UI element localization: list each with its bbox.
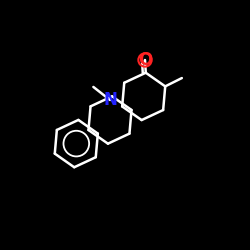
Text: N: N — [103, 91, 117, 109]
Text: O: O — [138, 51, 152, 69]
